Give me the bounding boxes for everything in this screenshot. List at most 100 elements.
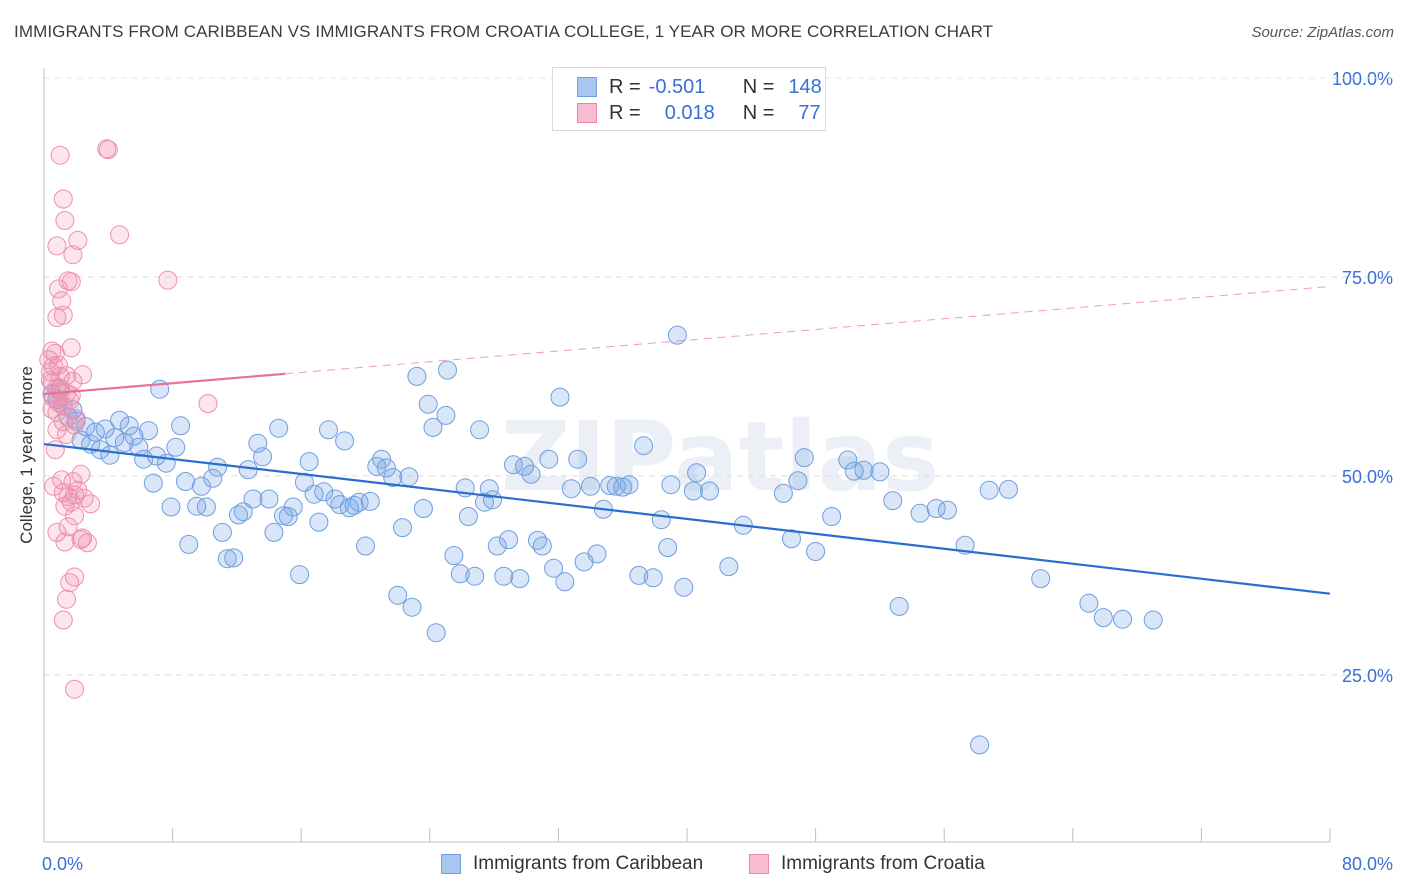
caribbean-point xyxy=(794,448,814,468)
caribbean-point xyxy=(889,596,909,616)
caribbean-point xyxy=(119,416,139,436)
caribbean-point xyxy=(309,512,329,532)
caribbean-point xyxy=(402,597,422,617)
caribbean-point xyxy=(494,566,514,586)
caribbean-point xyxy=(539,449,559,469)
watermark: ZIPatlas xyxy=(501,401,940,513)
croatia-point xyxy=(50,366,70,386)
caribbean-point xyxy=(568,449,588,469)
bottom-legend-croatia: Immigrants from Croatia xyxy=(749,852,985,876)
caribbean-point xyxy=(124,426,144,446)
y-tick-label: 50.0% xyxy=(1342,467,1393,487)
caribbean-point xyxy=(208,457,228,477)
caribbean-point xyxy=(372,449,392,469)
caribbean-point xyxy=(479,479,499,499)
caribbean-point xyxy=(110,410,130,430)
caribbean-point xyxy=(1093,608,1113,628)
croatia-point xyxy=(158,270,178,290)
croatia-point xyxy=(49,279,68,299)
croatia-point xyxy=(73,365,93,385)
caribbean-point xyxy=(413,499,433,518)
caribbean-point xyxy=(661,475,681,495)
croatia-point xyxy=(63,371,83,391)
caribbean-trend-line xyxy=(43,442,1331,595)
croatia-point xyxy=(50,145,70,165)
croatia-point xyxy=(57,425,76,444)
caribbean-point xyxy=(139,421,158,441)
caribbean-point xyxy=(470,420,490,440)
caribbean-point xyxy=(444,546,464,565)
legend-row-caribbean: R = -0.501 N = 148 xyxy=(577,75,822,99)
legend-r-label: R = xyxy=(609,101,641,124)
croatia-point xyxy=(44,356,64,376)
croatia-point xyxy=(55,211,75,230)
legend-n-label: N = xyxy=(742,75,775,98)
caribbean-point xyxy=(483,490,502,510)
caribbean-point xyxy=(426,623,446,643)
caribbean-point xyxy=(773,483,793,503)
croatia-point xyxy=(68,480,88,500)
caribbean-point xyxy=(458,507,478,526)
caribbean-point xyxy=(619,475,639,495)
caribbean-point xyxy=(360,491,380,511)
croatia-point xyxy=(55,532,75,552)
croatia-point xyxy=(44,476,64,496)
caribbean-point xyxy=(253,447,273,467)
caribbean-point xyxy=(979,480,999,500)
y-tick-label: 25.0% xyxy=(1342,666,1393,686)
caribbean-point xyxy=(192,476,211,496)
caribbean-point xyxy=(561,479,581,499)
croatia-point xyxy=(65,415,84,435)
caribbean-point xyxy=(383,468,403,487)
caribbean-point xyxy=(806,542,826,561)
caribbean-point xyxy=(100,445,120,465)
caribbean-point xyxy=(290,565,310,585)
caribbean-point xyxy=(629,565,649,585)
caribbean-point xyxy=(423,417,443,437)
caribbean-point xyxy=(822,507,842,526)
caribbean-point xyxy=(161,497,181,517)
caribbean-point xyxy=(555,572,575,592)
caribbean-point xyxy=(532,536,552,556)
caribbean-point xyxy=(407,366,427,386)
legend-swatch-croatia xyxy=(577,103,597,123)
croatia-point xyxy=(97,139,117,159)
chart-title: IMMIGRANTS FROM CARIBBEAN VS IMMIGRANTS … xyxy=(14,22,994,41)
legend-n-value: 148 xyxy=(788,75,822,98)
caribbean-point xyxy=(510,569,530,589)
caribbean-point xyxy=(667,325,687,345)
croatia-point xyxy=(110,225,130,245)
croatia-point xyxy=(57,589,76,609)
legend-swatch-caribbean xyxy=(577,77,597,97)
caribbean-point xyxy=(233,502,253,522)
caribbean-point xyxy=(1113,609,1133,629)
caribbean-point xyxy=(521,464,541,484)
caribbean-point xyxy=(436,405,456,425)
croatia-point xyxy=(53,305,73,325)
caribbean-point xyxy=(314,482,334,502)
caribbean-point xyxy=(544,558,564,578)
legend-n-value: 77 xyxy=(798,101,821,124)
caribbean-point xyxy=(299,452,319,472)
caribbean-point xyxy=(418,394,438,414)
caribbean-point xyxy=(687,463,707,483)
caribbean-point xyxy=(581,476,600,496)
caribbean-point xyxy=(438,360,457,380)
caribbean-point xyxy=(171,416,191,436)
caribbean-point xyxy=(143,473,163,493)
legend-r-value: 0.018 xyxy=(664,101,715,124)
croatia-point xyxy=(40,370,60,390)
caribbean-point xyxy=(1031,569,1051,589)
croatia-point xyxy=(60,573,80,593)
croatia-point xyxy=(47,236,67,256)
y-tick-label: 100.0% xyxy=(1332,69,1393,89)
caribbean-point xyxy=(465,566,485,586)
croatia-point xyxy=(58,517,78,537)
caribbean-point xyxy=(264,522,284,542)
caribbean-point xyxy=(388,585,408,605)
x-tick-label: 80.0% xyxy=(1342,854,1393,874)
caribbean-point xyxy=(515,456,535,476)
croatia-point xyxy=(47,420,67,440)
caribbean-point xyxy=(683,481,703,501)
